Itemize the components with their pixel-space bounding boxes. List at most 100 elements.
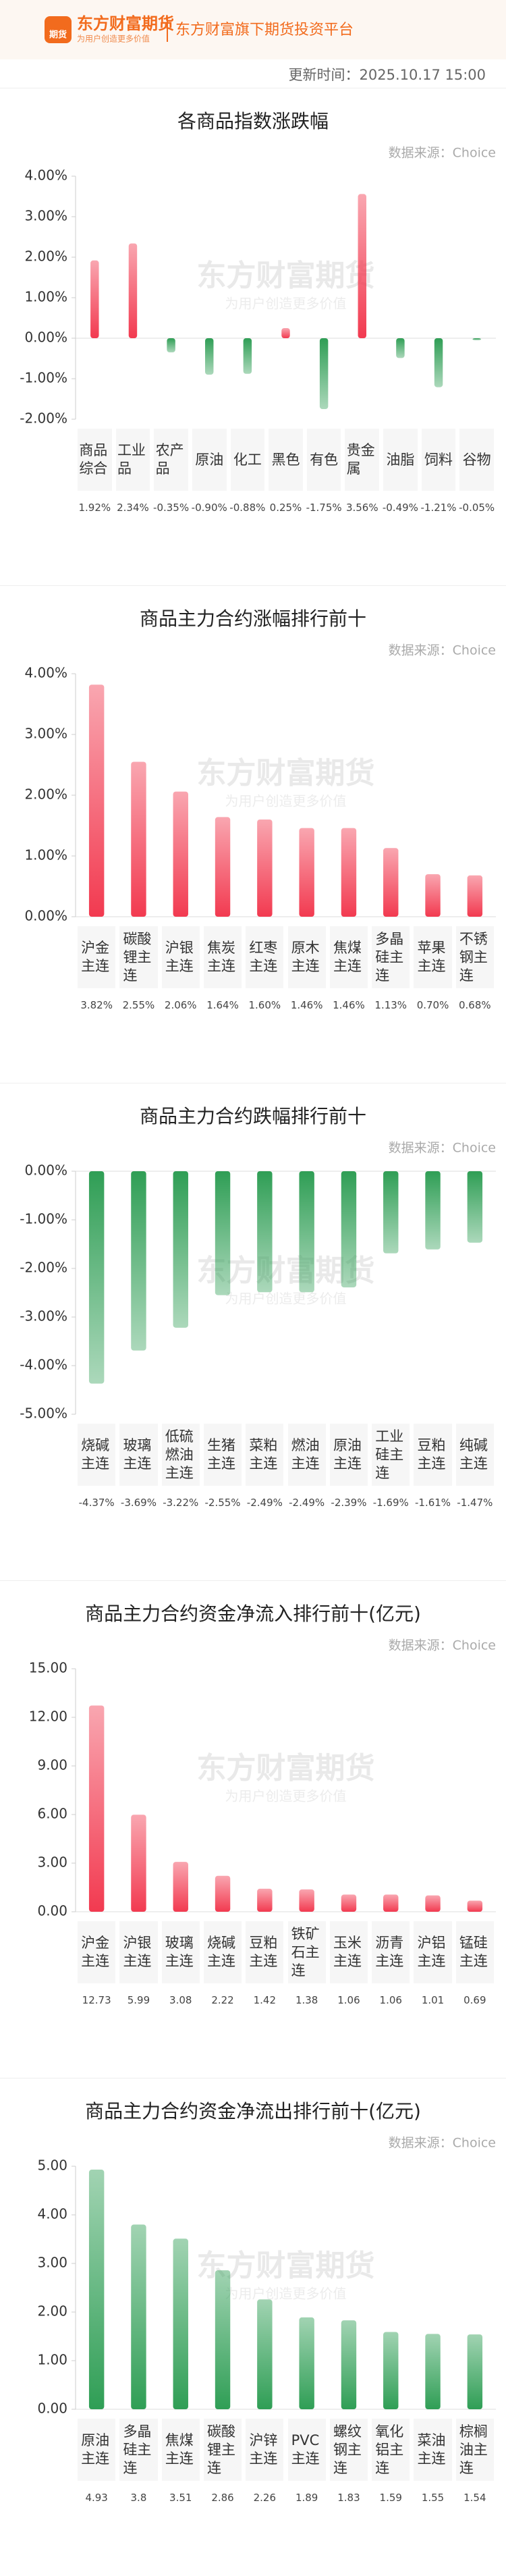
category-label: 纯碱主连 — [459, 1437, 488, 1472]
category-bg — [230, 429, 265, 491]
value-label: -3.22% — [163, 1497, 199, 1509]
bar — [88, 685, 105, 917]
data-source: 数据来源：Choice — [389, 1638, 496, 1653]
bar — [358, 194, 367, 338]
y-tick-label: 4.00% — [24, 167, 67, 184]
value-label: 1.46% — [333, 999, 365, 1011]
category-bg — [192, 429, 227, 491]
category-label: 谷物 — [462, 451, 491, 468]
category-bg — [246, 2419, 284, 2481]
category-label: 饲料 — [424, 451, 453, 468]
category-label: 铁矿石主连 — [291, 1925, 320, 1979]
value-label: -2.49% — [289, 1497, 325, 1509]
category-cell: 化工 — [229, 429, 267, 491]
category-cell: 沪银主连 — [117, 1921, 159, 1983]
bar — [396, 338, 405, 358]
value-label: -0.05% — [459, 502, 495, 514]
category-label: 原油 — [195, 451, 224, 468]
category-bg — [421, 429, 456, 491]
y-tick-label: 2.00 — [37, 2303, 67, 2319]
category-cell: 棕榈油主连 — [454, 2419, 496, 2481]
y-tick-label: 0.00 — [37, 2400, 67, 2417]
y-tick-label: -5.00% — [20, 1405, 67, 1422]
category-label: 工业品 — [117, 442, 146, 477]
category-bg — [154, 429, 188, 491]
value-label: 3.51 — [169, 2492, 192, 2504]
y-tick-label: 2.00% — [24, 248, 67, 265]
category-bg — [246, 1921, 284, 1983]
bar — [341, 1894, 357, 1912]
logo-icon-text: 期货 — [49, 30, 67, 41]
category-bg — [78, 1424, 116, 1486]
value-label: 0.25% — [269, 502, 302, 514]
slogan: 为用户创造更多价值 — [77, 34, 150, 44]
category-bg — [414, 2419, 452, 2481]
category-bg — [372, 1424, 410, 1486]
value-label: -0.88% — [229, 502, 266, 514]
category-label: 原木主连 — [291, 940, 320, 974]
y-tick-label: -2.00% — [20, 1260, 67, 1276]
bar — [341, 1171, 357, 1288]
value-label: 1.89 — [295, 2492, 318, 2504]
category-label: 焦煤主连 — [333, 940, 362, 974]
category-label: 沪金主连 — [81, 940, 110, 974]
update-time: 更新时间：2025.10.17 15:00 — [289, 67, 486, 83]
watermark: 为用户创造更多价值 — [225, 1291, 347, 1307]
category-cell: 玻璃主连 — [117, 1424, 159, 1486]
value-label: 1.83 — [337, 2492, 360, 2504]
y-tick-label: -1.00% — [20, 1211, 67, 1227]
category-cell: 螺纹钢主连 — [328, 2419, 370, 2481]
value-label: 1.01 — [421, 1994, 445, 2006]
chart-title: 各商品指数涨跌幅 — [177, 110, 329, 132]
category-label: 玻璃主连 — [123, 1437, 152, 1472]
category-bg — [203, 1424, 242, 1486]
bar — [467, 1171, 483, 1243]
category-cell: 氧化铝主连 — [370, 2419, 412, 2481]
value-label: 3.82% — [80, 999, 113, 1011]
category-bg — [246, 1424, 284, 1486]
header-bar — [0, 0, 506, 59]
category-label: 菜粕主连 — [249, 1437, 278, 1472]
value-label: 2.86 — [211, 2492, 234, 2504]
y-tick-label: 1.00% — [24, 289, 67, 305]
y-tick-label: 0.00% — [24, 908, 67, 924]
category-label: 锰硅主连 — [459, 1935, 488, 1969]
category-cell: 铁矿石主连 — [286, 1921, 328, 1983]
category-cell: 有色 — [305, 429, 343, 491]
category-bg — [455, 2419, 494, 2481]
bar — [425, 2334, 441, 2409]
bar — [467, 875, 483, 917]
category-label: 碳酸锂主连 — [207, 2423, 236, 2476]
category-label: 不锈钢主连 — [459, 930, 488, 984]
bar — [467, 1900, 483, 1912]
value-label: 1.13% — [374, 999, 407, 1011]
value-label: -1.75% — [306, 502, 342, 514]
watermark: 东方财富期货 — [197, 1751, 375, 1786]
chart: 商品主力合约资金净流入排行前十(亿元) 数据来源：Choice 东方财富期货为用户创… — [29, 1603, 496, 1919]
bar — [128, 243, 138, 338]
value-label: 2.22 — [211, 1994, 234, 2006]
category-label: 螺纹钢主连 — [333, 2423, 362, 2476]
category-label: 菜油主连 — [417, 2432, 446, 2467]
category-label: 沪金主连 — [81, 1935, 110, 1969]
value-label: 2.26 — [253, 2492, 277, 2504]
value-label: 2.34% — [117, 502, 149, 514]
category-cell: 多晶硅主连 — [117, 2419, 159, 2481]
category-cell: 红枣主连 — [244, 926, 285, 988]
category-label: 豆粕主连 — [417, 1437, 446, 1472]
category-cell: 沪锌主连 — [244, 2419, 285, 2481]
category-label: 烧碱主连 — [207, 1935, 236, 1969]
category-bg — [329, 1921, 368, 1983]
category-label: 油脂 — [386, 451, 415, 468]
watermark: 为用户创造更多价值 — [225, 793, 347, 809]
category-bg — [78, 1921, 116, 1983]
value-label: -1.61% — [415, 1497, 451, 1509]
value-label: 1.59 — [379, 2492, 402, 2504]
bar — [173, 1171, 188, 1328]
y-tick-label: 4.00 — [37, 2206, 67, 2222]
bar — [215, 1171, 231, 1295]
watermark: 为用户创造更多价值 — [225, 296, 347, 312]
category-cell: 玻璃主连 — [160, 1921, 202, 1983]
category-label: 焦炭主连 — [207, 940, 236, 974]
y-tick-label: 3.00% — [24, 208, 67, 224]
